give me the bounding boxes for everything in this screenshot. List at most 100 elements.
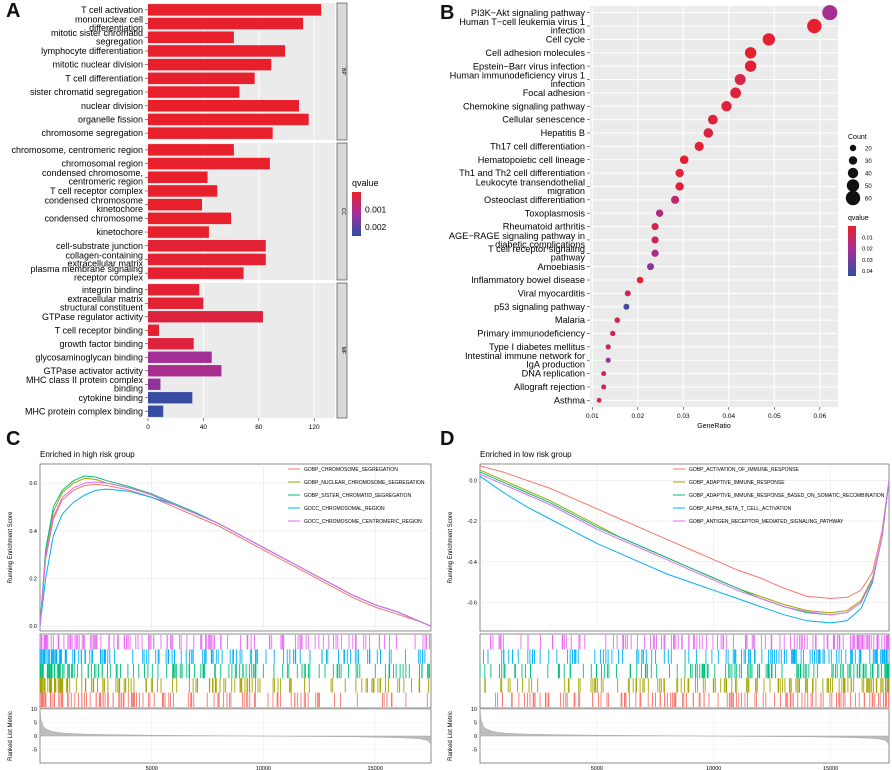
dot [636,276,644,284]
es-curve [39,481,432,627]
dot [675,168,684,178]
color-legend-title: qvalue [848,215,869,222]
es-curve [39,483,432,627]
dot [679,155,689,165]
dot [623,303,630,310]
dot-label: Osteoclast differentiation [484,195,585,205]
legend-label: GOBP_ADAPTIVE_IMMUNE_RESPONSE [689,480,785,486]
bar-label: condensed chromosome [44,213,143,223]
facet-strip-label: MF [340,347,346,354]
bar-label: chromosome segregation [41,128,143,138]
dot [730,87,742,99]
dot-label: Cellular senescence [502,115,585,125]
legend-label: GOBP_ALPHA_BETA_T_CELL_ACTIVATION [689,506,792,512]
chart-c-gsea-high: Enriched in high risk group 0.0 0.2 0.4 0.6 R… [8,450,432,770]
size-legend-label: 60 [865,197,872,203]
color-legend-tick: 0.01 [862,236,873,242]
bar-label: cell-substrate junction [56,241,143,251]
x-tick-label: 0.03 [677,413,690,420]
y-tick-label: 0.2 [29,577,37,583]
bar-label: growth factor binding [59,339,143,349]
bar-label: plasma membrane signaling receptor comple… [30,264,143,282]
bar-label: mitotic nuclear division [52,60,143,70]
legend-tick-label: 0.001 [365,205,387,215]
bar [148,378,161,390]
bar-label: T cell activation [81,5,143,15]
x-tick-label: 0.02 [631,413,644,420]
color-legend-bar [848,226,856,276]
bar [148,311,263,323]
dot [744,47,757,59]
dot-label: AGE−RAGE signaling pathway in diabetic co… [449,231,586,249]
bar [148,31,234,44]
bar [148,171,208,184]
bar [148,239,266,252]
dot [734,74,746,86]
hit-row [39,649,426,664]
dot [605,344,611,350]
es-curve [479,475,890,624]
x-tick-label: 40 [200,424,208,430]
dot [601,371,607,377]
color-legend-tick: 0.02 [862,247,873,253]
bar-label: T cell receptor complex [50,186,143,196]
dot-label: Th1 and Th2 cell differentiation [459,168,585,178]
metric-tick-label: 0 [34,734,37,740]
legend-label: GOBP_NUCLEAR_CHROMOSOME_SEGREGATION [304,480,425,486]
dot [670,195,680,204]
bar-label: sister chromatid segregation [30,87,143,97]
bar [148,113,309,126]
dot [647,263,655,271]
bar-label: mitotic sister chromatid segregation [51,28,143,46]
bar [148,392,193,404]
panel-label-c: C [6,428,21,450]
bar [148,338,194,350]
dot [822,5,838,21]
bar-label: lymphocyte differentiation [41,46,143,56]
bar-label: condensed chromosome, centromeric region [42,168,143,186]
legend-label: GOBP_SISTER_CHROMATID_SEGREGATION [304,493,411,499]
dot-label: Inflammatory bowel disease [471,275,585,285]
dot-label: Human immunodeficiency virus 1 infection [450,70,585,88]
bar [148,86,240,98]
dot-label: Focal adhesion [523,88,585,98]
bar-label: glycosaminoglycan binding [35,352,143,362]
bar [148,253,266,266]
legend-label: GOBP_CHROMOSOME_SEGREGATION [304,467,398,473]
dot-label: Type I diabetes mellitus [489,342,585,352]
bar-label: GTPase activator activity [43,366,143,376]
dot-label: PI3K−Akt signaling pathway [471,8,586,18]
x-tick-label: 120 [309,424,320,430]
dot [651,236,659,244]
dot-label: Malaria [555,315,586,325]
dot-label: Leukocyte transendothelial migration [476,177,585,195]
hit-row [39,692,428,707]
hit-row [479,663,890,679]
y-tick-label: 0.6 [29,481,37,487]
bar [148,4,322,16]
metric-tick-label: -5 [32,748,37,754]
x-tick-label: 15000 [367,766,382,770]
dot [624,290,631,297]
bar [148,351,212,363]
hit-row [490,635,889,650]
bar [148,365,222,377]
dot [614,317,621,323]
dot-label: Toxoplasmosis [525,208,586,218]
dot-label: Human T−cell leukemia virus 1 infection [459,17,585,35]
bar [148,99,299,112]
bar-label: chromosomal region [61,159,143,169]
hit-row [482,649,888,664]
dot-label: Intestinal immune network for IgA product… [465,351,585,369]
bar-label: integrin binding [82,285,143,295]
x-tick-label: 0 [146,424,150,430]
x-tick-label: 10000 [706,766,721,770]
chart-d-gsea-low: Enriched in low risk group 0.0 -0.2 -0.4 -0.… [448,450,890,770]
dot-label: Cell cycle [546,35,585,45]
size-legend-label: 50 [865,184,872,190]
dot-label: Primary immunodeficiency [477,329,585,339]
metric-axis-title: Ranked List Metric [448,711,454,761]
legend-tick-label: 0.002 [365,222,387,232]
